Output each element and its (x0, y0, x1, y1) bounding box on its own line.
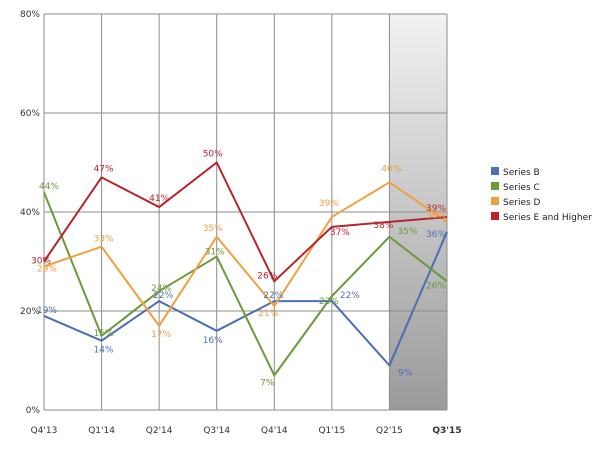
y-tick-label: 60% (20, 109, 40, 119)
data-label: 41% (149, 194, 169, 204)
data-label: 29% (37, 264, 57, 274)
legend-swatch (491, 197, 499, 205)
data-label: 44% (39, 182, 59, 192)
series-lines (43, 161, 448, 377)
data-label: 35% (203, 224, 223, 234)
y-tick-label: 40% (20, 208, 40, 218)
data-labels: 19% 14% 22% 16% 22% 22% 9% 36% 44% 15% 24% 31% 7% 23%… (31, 150, 446, 389)
x-tick-label: Q3'15 (432, 426, 461, 436)
data-label: 33% (94, 235, 114, 245)
x-tick-label: Q3'14 (203, 426, 230, 436)
data-label: 14% (94, 346, 114, 356)
data-label: 23% (319, 297, 339, 307)
x-tick-label: Q4'14 (261, 426, 288, 436)
y-tick-label: 20% (20, 307, 40, 317)
data-label: 15% (94, 329, 114, 339)
y-tick-label: 0% (26, 406, 41, 416)
data-label: 26% (426, 281, 446, 291)
data-label: 39% (319, 199, 339, 209)
data-label: 30% (31, 257, 51, 267)
legend-swatch (491, 212, 499, 220)
legend-label: Series C (503, 183, 540, 193)
data-label: 22% (340, 291, 360, 301)
series-line (43, 161, 448, 283)
data-label: 35% (397, 227, 417, 237)
x-tick-label: Q1'15 (318, 426, 345, 436)
legend-swatch (491, 167, 499, 175)
data-label: 16% (203, 336, 223, 346)
x-tick-label: Q2'15 (376, 426, 403, 436)
y-tick-label: 80% (20, 10, 40, 20)
series-line (43, 191, 448, 377)
series-line (43, 181, 448, 327)
axis-ticks: 0% 20% 40% 60% 80% Q4'13 Q1'14 Q2'14 Q3'14 Q4'14 Q… (20, 10, 462, 436)
data-label: 22% (263, 291, 283, 301)
legend-label: Series D (503, 198, 541, 208)
data-label: 17% (151, 330, 171, 340)
x-tick-label: Q1'14 (88, 426, 115, 436)
grid (43, 13, 448, 411)
x-tick-label: Q2'14 (146, 426, 173, 436)
legend-label: Series B (503, 168, 540, 178)
data-label: 39% (426, 204, 446, 214)
data-label: 22% (153, 291, 173, 301)
data-label: 47% (94, 164, 114, 174)
data-label: 9% (398, 368, 413, 378)
data-label: 37% (330, 228, 350, 238)
data-label: 36% (426, 230, 446, 240)
x-tick-label: Q4'13 (31, 426, 58, 436)
legend: Series B Series C Series D Series E and Hig… (491, 167, 592, 223)
data-label: 26% (257, 271, 277, 281)
data-label: 38% (426, 211, 446, 221)
legend-swatch (491, 182, 499, 190)
data-label: 38% (373, 221, 393, 231)
data-label: 19% (37, 306, 57, 316)
data-label: 24% (151, 284, 171, 294)
data-label: 31% (205, 248, 225, 258)
data-label: 7% (260, 378, 275, 388)
legend-label: Series E and Higher (503, 213, 592, 223)
data-label: 50% (203, 150, 223, 160)
data-label: 46% (381, 164, 401, 174)
data-label: 21% (258, 309, 278, 319)
